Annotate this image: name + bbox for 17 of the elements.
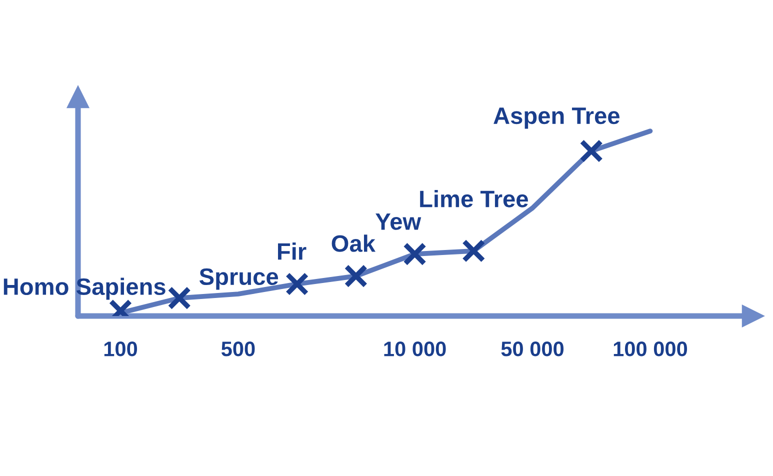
series-label: Aspen Tree (494, 108, 620, 129)
x-tick-label: 10 000 (384, 342, 446, 356)
point (403, 242, 427, 266)
point (168, 286, 192, 310)
point (285, 272, 309, 296)
x-tick-label: 100 000 (614, 342, 688, 356)
x-tick-label: 50 000 (501, 342, 564, 356)
series-label: Oak (332, 234, 376, 252)
point (344, 264, 368, 288)
point (462, 239, 486, 263)
x-tick-label: 500 (221, 342, 255, 356)
series-label: Spruce (199, 268, 278, 290)
series-label: Lime Tree (420, 190, 528, 208)
point (580, 139, 604, 163)
x-tick-label: 100 (104, 342, 138, 356)
series-label: Fir (278, 242, 306, 260)
series-label: Yew (376, 213, 422, 230)
